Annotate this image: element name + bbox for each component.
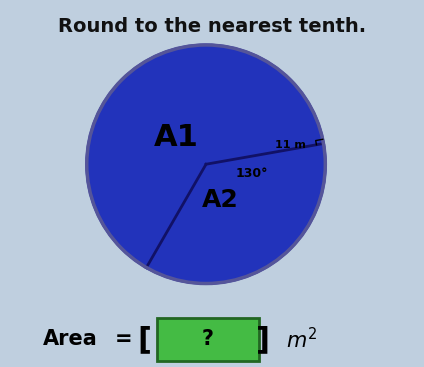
Wedge shape <box>87 45 324 268</box>
Text: [: [ <box>137 325 151 354</box>
Wedge shape <box>146 143 325 283</box>
Text: Area: Area <box>42 330 97 349</box>
FancyBboxPatch shape <box>157 318 259 361</box>
Text: A2: A2 <box>202 188 239 212</box>
Text: A1: A1 <box>154 123 199 153</box>
Text: $m^2$: $m^2$ <box>280 327 318 352</box>
Text: 130°: 130° <box>235 167 268 180</box>
Text: 11 m: 11 m <box>275 140 306 150</box>
Text: Round to the nearest tenth.: Round to the nearest tenth. <box>58 17 366 36</box>
Text: ]: ] <box>256 325 270 354</box>
Text: =: = <box>114 330 132 349</box>
Text: ?: ? <box>202 330 214 349</box>
